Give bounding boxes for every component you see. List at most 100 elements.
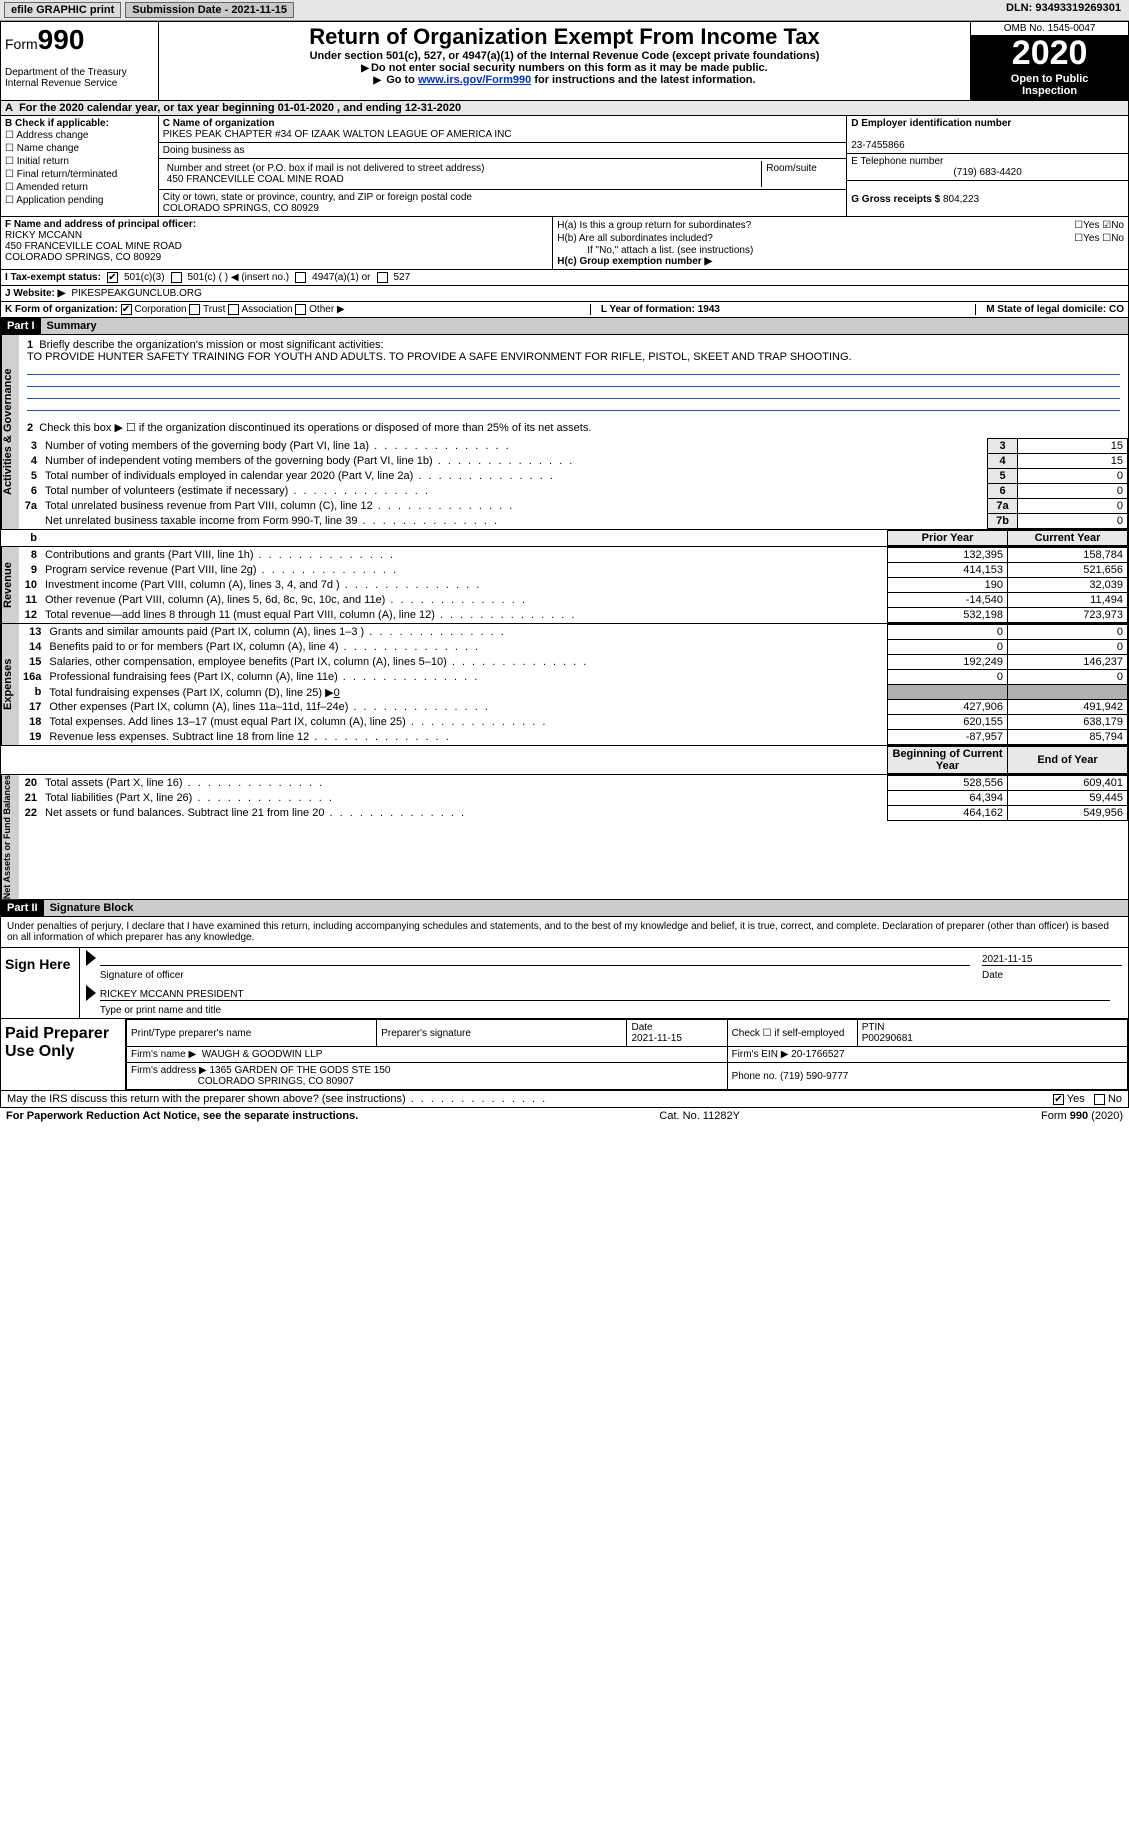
- vtab-revenue: Revenue: [1, 547, 19, 623]
- dln-label: DLN: 93493319269301: [1006, 2, 1125, 18]
- form-label: Form: [5, 36, 38, 52]
- irs-link[interactable]: www.irs.gov/Form990: [418, 74, 531, 86]
- chk-initial[interactable]: ☐ Initial return: [5, 155, 154, 168]
- irs-discuss-answer[interactable]: Yes No: [1053, 1093, 1122, 1105]
- footer-line: For Paperwork Reduction Act Notice, see …: [0, 1108, 1129, 1124]
- form-footer: Form 990 (2020): [1041, 1110, 1123, 1122]
- header-mid: Return of Organization Exempt From Incom…: [159, 22, 970, 100]
- officer-addr2: COLORADO SPRINGS, CO 80929: [5, 252, 161, 263]
- revenue-table: 8Contributions and grants (Part VIII, li…: [19, 547, 1128, 623]
- cat-number: Cat. No. 11282Y: [659, 1110, 740, 1122]
- submission-date: Submission Date - 2021-11-15: [125, 2, 294, 18]
- caret-icon: [86, 950, 96, 966]
- signature-block: Under penalties of perjury, I declare th…: [0, 917, 1129, 1091]
- room-suite-label: Room/suite: [762, 161, 842, 187]
- chk-address[interactable]: ☐ Address change: [5, 129, 154, 142]
- hdr-prior: Prior Year: [888, 531, 1008, 546]
- hb-answer[interactable]: ☐Yes ☐No: [1074, 233, 1124, 244]
- ha-label: H(a) Is this a group return for subordin…: [557, 220, 751, 231]
- top-bar: efile GRAPHIC print Submission Date - 20…: [0, 0, 1129, 21]
- chk-501c3[interactable]: [107, 272, 118, 283]
- chk-pending[interactable]: ☐ Application pending: [5, 194, 154, 207]
- irs-discuss-q: May the IRS discuss this return with the…: [7, 1093, 547, 1105]
- m-state: M State of legal domicile: CO: [975, 304, 1124, 315]
- part2-title: Signature Block: [44, 900, 1128, 916]
- form-header: Form990 Department of the Treasury Inter…: [0, 21, 1129, 101]
- tax-year: 2020: [971, 36, 1128, 70]
- part2-header-row: Part II Signature Block: [0, 900, 1129, 917]
- part1-header-row: Part I Summary: [0, 318, 1129, 335]
- net-table: 20Total assets (Part X, line 16)528,5566…: [19, 775, 1128, 821]
- j-label: J Website: ▶: [5, 288, 65, 299]
- open-to-public: Open to PublicInspection: [971, 70, 1128, 100]
- paperwork-notice: For Paperwork Reduction Act Notice, see …: [6, 1110, 358, 1122]
- chk-4947[interactable]: [295, 272, 306, 283]
- chk-trust[interactable]: [189, 304, 200, 315]
- hc-label: H(c) Group exemption number ▶: [557, 256, 1124, 267]
- ein-value: 23-7455866: [851, 140, 904, 151]
- gross-receipts-value: 804,223: [943, 194, 979, 205]
- firm-phone: (719) 590-9777: [780, 1071, 848, 1082]
- goto-post: for instructions and the latest informat…: [531, 74, 755, 86]
- ha-answer[interactable]: ☐Yes ☑No: [1074, 220, 1124, 231]
- chk-corp[interactable]: [121, 304, 132, 315]
- part1-governance: Activities & Governance 1 Briefly descri…: [0, 335, 1129, 530]
- hb-label: H(b) Are all subordinates included?: [557, 233, 713, 244]
- website-value: PIKESPEAKGUNCLUB.ORG: [71, 288, 202, 299]
- part1-revenue: Revenue 8Contributions and grants (Part …: [0, 547, 1129, 624]
- box-d: D Employer identification number 23-7455…: [846, 116, 1128, 216]
- org-name-label: C Name of organization: [163, 118, 275, 129]
- declaration-text: Under penalties of perjury, I declare th…: [1, 917, 1128, 947]
- dept-treasury: Department of the Treasury: [5, 67, 154, 78]
- officer-label: F Name and address of principal officer:: [5, 219, 196, 230]
- chk-final[interactable]: ☐ Final return/terminated: [5, 168, 154, 181]
- box-c: C Name of organization PIKES PEAK CHAPTE…: [159, 116, 846, 216]
- firm-ein: 20-1766527: [791, 1049, 844, 1060]
- header-right: OMB No. 1545-0047 2020 Open to PublicIns…: [970, 22, 1128, 100]
- ptin: P00290681: [862, 1033, 913, 1044]
- l-year: L Year of formation: 1943: [590, 304, 730, 315]
- row-j: J Website: ▶ PIKESPEAKGUNCLUB.ORG: [0, 286, 1129, 302]
- irs-discuss-row: May the IRS discuss this return with the…: [0, 1091, 1129, 1108]
- gross-receipts-label: G Gross receipts $: [851, 194, 943, 205]
- p-check[interactable]: Check ☐ if self-employed: [727, 1020, 857, 1047]
- street-label: Number and street (or P.O. box if mail i…: [167, 163, 485, 174]
- p-name-label: Print/Type preparer's name: [126, 1020, 376, 1047]
- officer-printed-label: Type or print name and title: [100, 1005, 221, 1016]
- hdr-eoy: End of Year: [1008, 747, 1128, 774]
- prior-curr-header: . b Prior Year Current Year: [0, 530, 1129, 547]
- part1-net: Net Assets or Fund Balances 20Total asse…: [0, 775, 1129, 900]
- prior-curr-table: b Prior Year Current Year: [19, 530, 1128, 546]
- header-sub3: Go to www.irs.gov/Form990 for instructio…: [165, 74, 964, 86]
- tax-year-line: A For the 2020 calendar year, or tax yea…: [0, 101, 1129, 116]
- phone-value: (719) 683-4420: [851, 167, 1124, 178]
- vtab-governance: Activities & Governance: [1, 335, 19, 529]
- header-left: Form990 Department of the Treasury Inter…: [1, 22, 159, 100]
- goto-pre: Go to: [386, 74, 418, 86]
- section-fh: F Name and address of principal officer:…: [0, 217, 1129, 270]
- preparer-table: Print/Type preparer's name Preparer's si…: [125, 1019, 1128, 1090]
- hdr-curr: Current Year: [1008, 531, 1128, 546]
- chk-assoc[interactable]: [228, 304, 239, 315]
- street-value: 450 FRANCEVILLE COAL MINE ROAD: [167, 174, 344, 185]
- dba-label: Doing business as: [163, 145, 245, 156]
- k-label: K Form of organization:: [5, 304, 118, 315]
- part2-head: Part II: [1, 900, 44, 916]
- net-header: . Beginning of Current Year End of Year: [0, 746, 1129, 775]
- chk-501c[interactable]: [171, 272, 182, 283]
- q2-block: 2 Check this box ▶ ☐ if the organization…: [19, 417, 1128, 438]
- efile-print-button[interactable]: efile GRAPHIC print: [4, 2, 121, 18]
- chk-name[interactable]: ☐ Name change: [5, 142, 154, 155]
- officer-printed: RICKEY MCCANN PRESIDENT: [100, 989, 1110, 1001]
- sign-here-label: Sign Here: [1, 948, 80, 1018]
- chk-527[interactable]: [377, 272, 388, 283]
- row-klm: K Form of organization: Corporation Trus…: [0, 302, 1129, 318]
- hdr-boy: Beginning of Current Year: [888, 747, 1008, 774]
- officer-name: RICKY MCCANN: [5, 230, 82, 241]
- hb-note: If "No," attach a list. (see instruction…: [557, 245, 1124, 256]
- i-label: I Tax-exempt status:: [5, 272, 101, 283]
- p-date: 2021-11-15: [631, 1033, 681, 1044]
- header-sub1: Under section 501(c), 527, or 4947(a)(1)…: [165, 50, 964, 62]
- chk-amended[interactable]: ☐ Amended return: [5, 181, 154, 194]
- chk-other[interactable]: [295, 304, 306, 315]
